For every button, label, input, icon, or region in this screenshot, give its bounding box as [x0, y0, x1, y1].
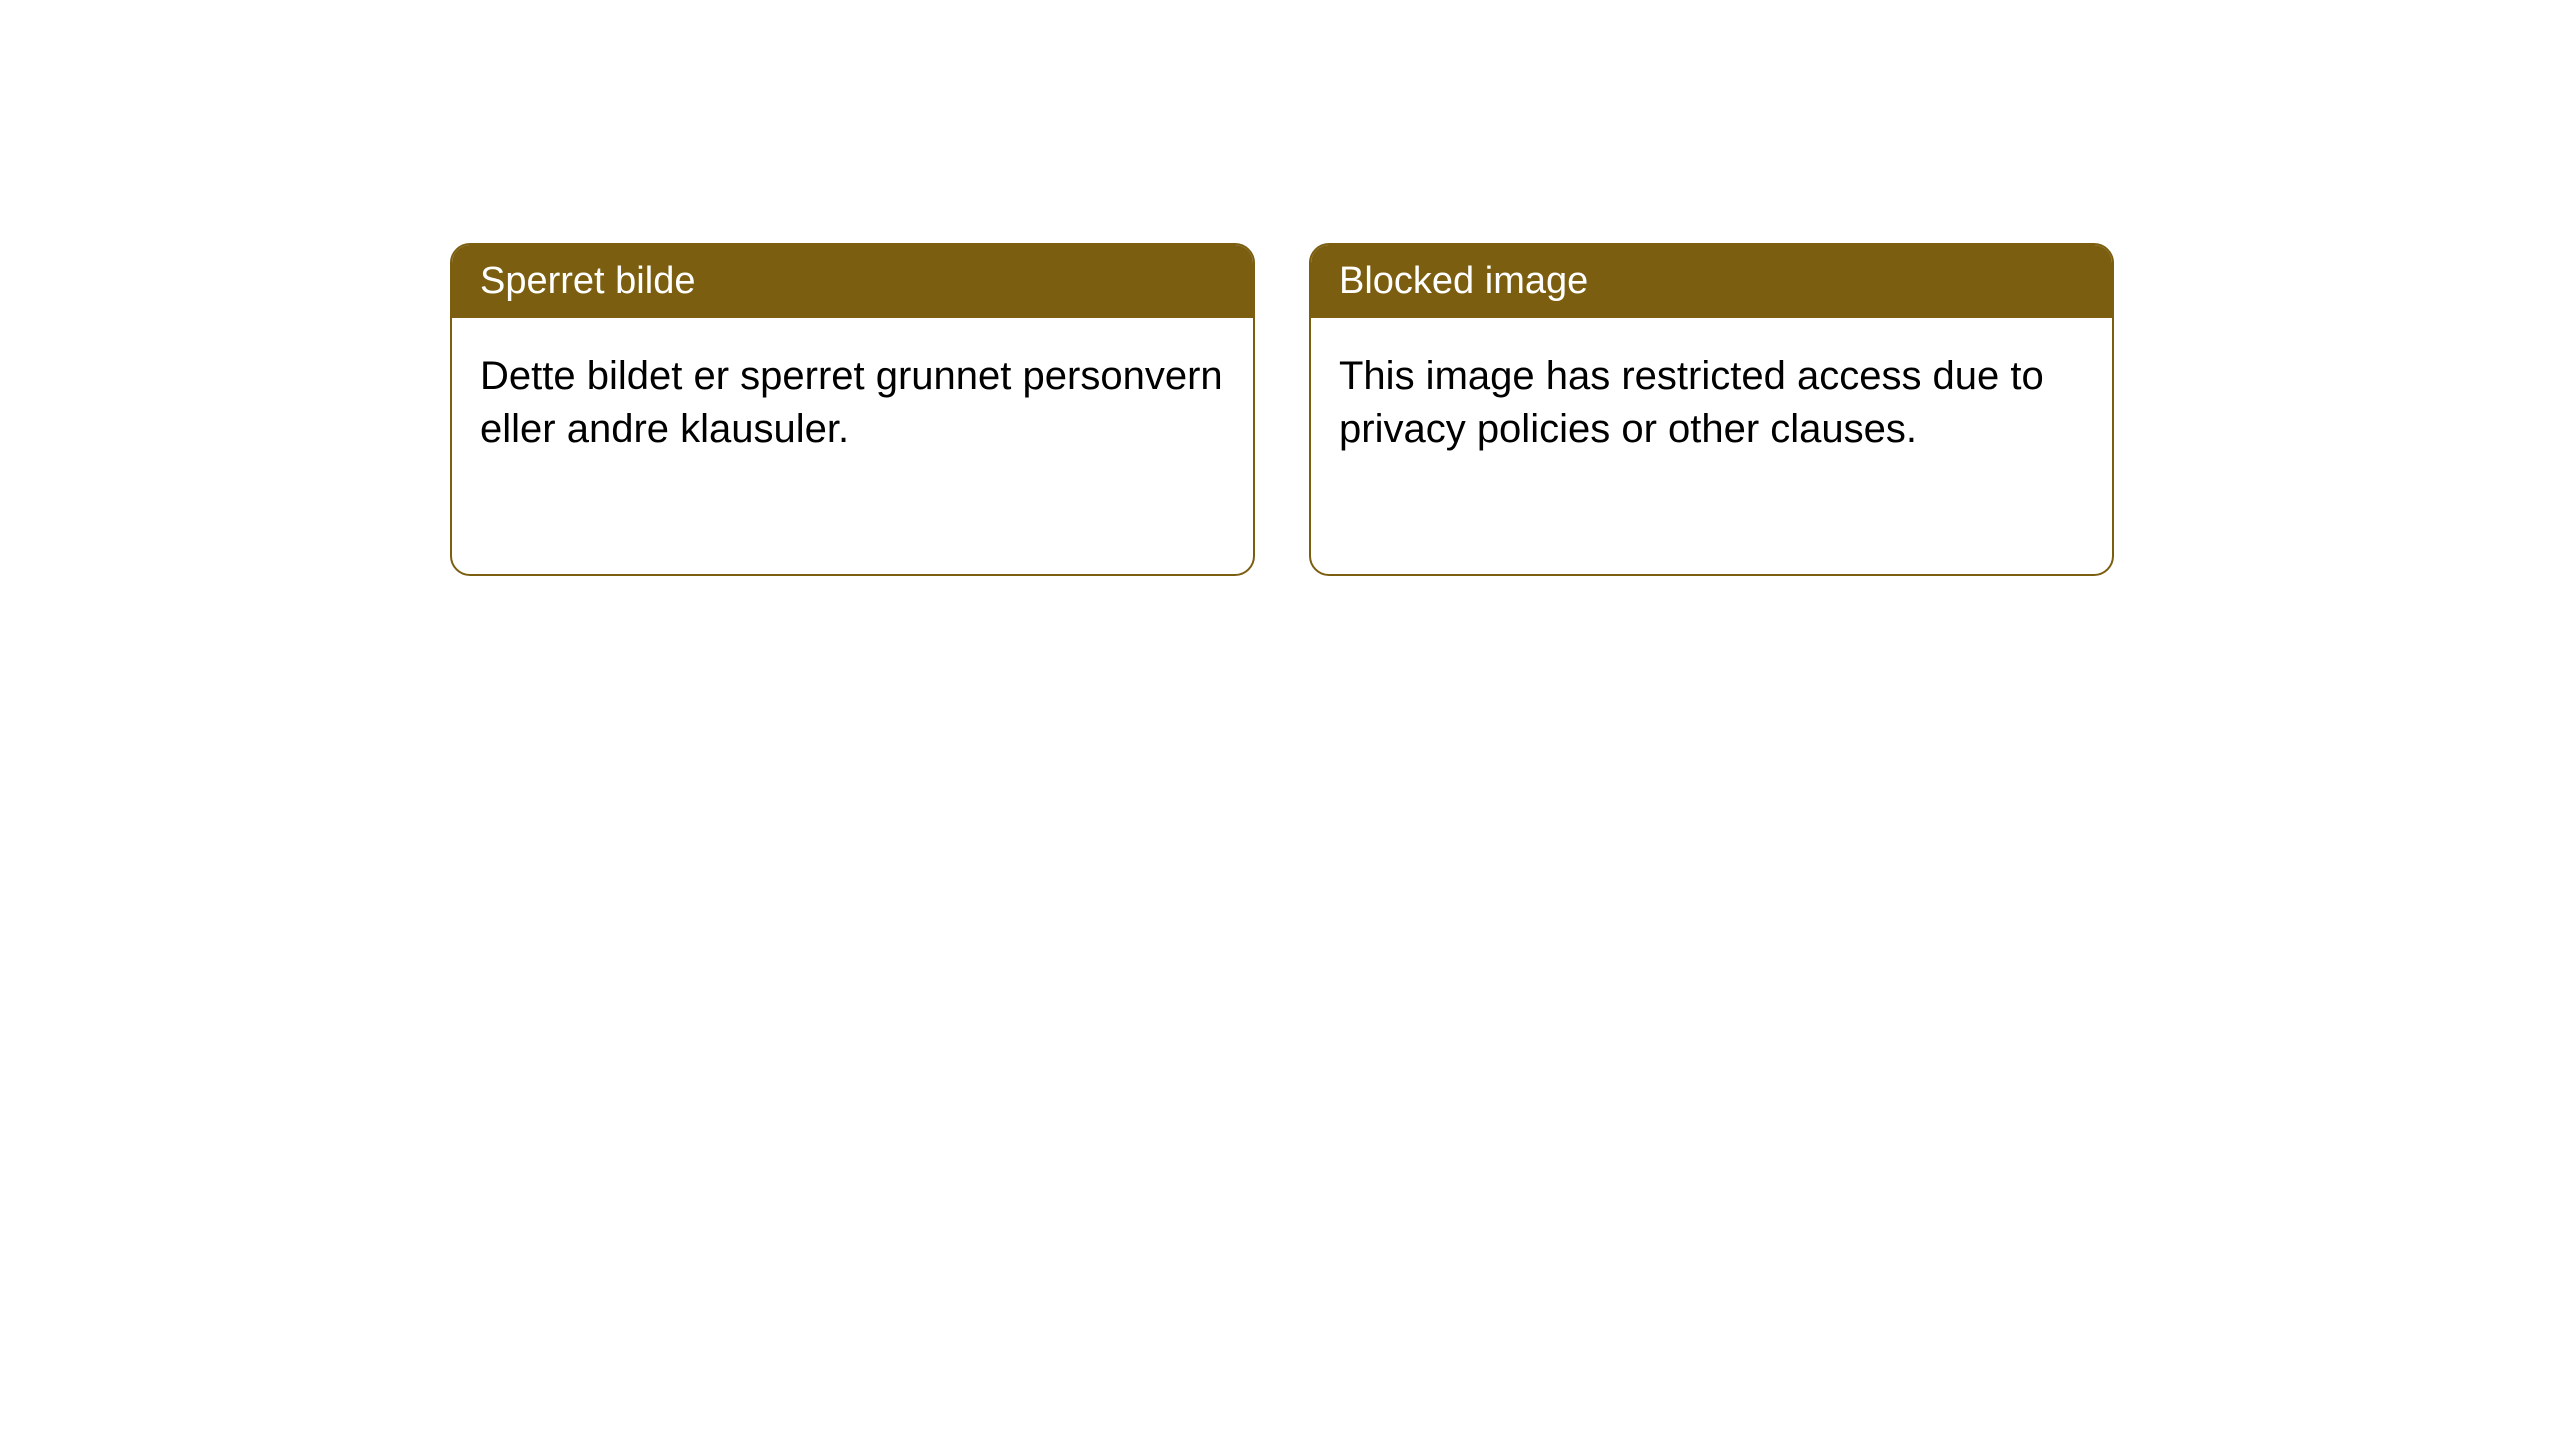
notice-card-message: This image has restricted access due to … [1339, 354, 2044, 451]
notice-card-header: Blocked image [1311, 245, 2112, 318]
notice-card-norwegian: Sperret bilde Dette bildet er sperret gr… [450, 243, 1255, 576]
notice-card-body: This image has restricted access due to … [1311, 318, 2112, 488]
notice-card-body: Dette bildet er sperret grunnet personve… [452, 318, 1253, 488]
notice-card-title: Sperret bilde [480, 260, 695, 302]
notice-card-header: Sperret bilde [452, 245, 1253, 318]
notice-cards-container: Sperret bilde Dette bildet er sperret gr… [450, 243, 2114, 576]
notice-card-message: Dette bildet er sperret grunnet personve… [480, 354, 1223, 451]
notice-card-title: Blocked image [1339, 260, 1588, 302]
notice-card-english: Blocked image This image has restricted … [1309, 243, 2114, 576]
